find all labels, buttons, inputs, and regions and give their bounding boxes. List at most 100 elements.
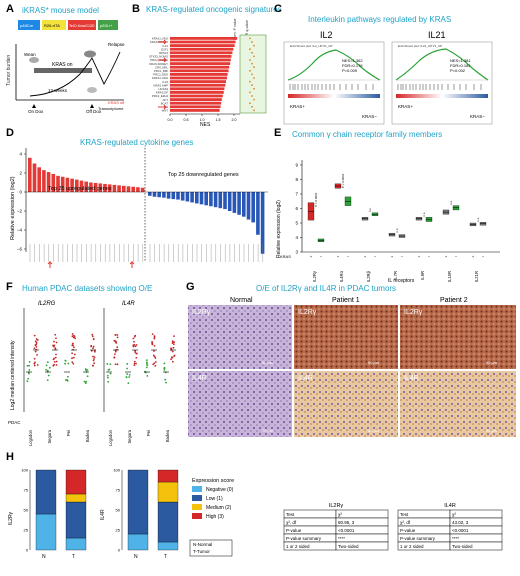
h-legend-title: Expression score [192,478,234,484]
sample-dot [53,340,55,343]
sample-dot [114,334,117,336]
nes-bar [170,55,232,58]
nes-bar [170,94,223,98]
sample-dot [125,376,128,378]
panel-h-letter: H [6,451,14,463]
stat-table-title: IL2Rγ [329,503,344,509]
sample-dot [153,350,155,352]
panel-h-yticks: 100 100 75 75 50 50 25 25 0 0 [21,468,120,553]
sample-dot [153,355,156,358]
stat-cell-value: χ² [452,512,456,517]
gsea-il21-header: Enrichment plot: IL21_UP.V1_UP [398,44,442,48]
panel-c-title: Interleukin pathways regulated by KRAS [308,15,451,24]
panel-f-letter: F [6,281,13,293]
xtick-label: 0.5 [184,118,189,122]
stat-cell [449,509,503,519]
down-bar [209,192,213,207]
signature-label: IL21 [163,44,169,48]
down-bar [166,192,171,199]
gsea-il2-neg: KRAS− [362,114,377,119]
sample-dot [55,353,57,356]
sample-dot [92,359,95,362]
gsea-plot-il21: Enrichment plot: IL21_UP.V1_UP NES=1.381… [391,41,493,125]
receptor-label: IL21R [474,271,479,282]
allele-box-rtta [42,20,66,30]
kras-minus: − [347,254,350,259]
sample-dot [55,364,58,366]
sample-dot [128,373,131,376]
ytick-label: 50 [116,508,121,513]
sample-dot [73,346,75,349]
dataset-label: Logsdon [28,429,33,446]
gsea-il2-curve [287,49,381,81]
sample-dot [71,335,74,338]
panel-b-xticks: 0.0 0.5 1.0 1.5 2.0 [168,114,237,122]
stack-segment [65,493,87,503]
down-bar [227,192,232,211]
stat-cell [335,509,389,519]
sample-dot [85,369,88,372]
panel-b-letter: B [132,3,140,15]
legend-label: Low (1) [206,496,223,502]
signature-label: KRAS.KIDNEY [149,62,168,66]
fdr-dot [253,98,255,101]
dataset-label: Badea [85,429,90,442]
stat-cell-value: <0.0001 [452,528,469,533]
sample-dot [85,380,88,383]
sample-dot [46,379,49,382]
sample-dot [135,344,138,346]
sample-dot [54,348,57,350]
sample-dot [165,381,168,384]
h-right-n: N [134,554,138,560]
receptor-label: IL15R [447,271,452,282]
signature-label: BCAT [161,101,169,105]
dataset-label: Segara [127,429,132,443]
sample-dot [106,374,109,377]
sample-dot [151,341,154,344]
stat-cell-key: Test [286,512,295,517]
sample-dot [93,356,96,358]
ytick-label: 25 [116,528,121,533]
panel-b-xlabel: NES [200,122,211,128]
stat-cell-key: P-value [286,528,302,533]
sample-dot [36,364,39,366]
panel-d-ylabel: Relative expression (log2) [10,176,16,240]
sample-dot [86,369,89,371]
pvalue-label: n.s. [395,228,399,233]
down-bar [260,192,265,254]
sample-dot [64,359,67,362]
sample-dot [173,335,175,338]
stat-cell [335,541,389,551]
legend-swatch [192,495,202,501]
panel-b-col1: Nom. P value [233,18,237,40]
sample-dot [72,362,75,365]
gsea-il21-neg: KRAS− [470,114,485,119]
sample-dot [146,374,149,377]
up-bar [122,185,126,192]
up-bar [79,180,84,192]
kras-minus: − [428,254,431,259]
dataset-label: Badea [165,429,170,442]
up-bar [32,163,37,192]
signature-label: KRAS.AMP [154,83,169,87]
panel-f-right-gene: IL4R [122,301,135,307]
sample-dot [144,370,146,373]
sample-dot [93,358,95,360]
signature-label: CRX_NRL [155,65,169,69]
kras-plus: + [364,254,367,259]
sample-dot [91,335,94,338]
sample-dot [26,364,29,367]
sample-dot [47,374,50,377]
weeks-label: 12 weeks [48,88,68,93]
arrow-icon-d2 [129,260,135,268]
scale-bar-4: 50 μm [262,428,274,433]
off-dox-arrow-icon [90,104,94,108]
ytick-label: −6 [17,247,23,252]
sample-dot [126,367,129,370]
fdr-dot [251,51,253,54]
ytick-label: 2 [19,171,22,176]
signature-label: AKT [163,98,169,102]
down-bar [162,192,166,198]
sample-dot [72,356,75,359]
ytick-label: 75 [24,488,29,493]
